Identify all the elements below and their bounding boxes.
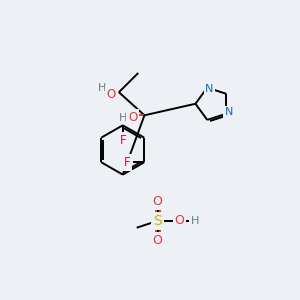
Text: O: O	[153, 233, 163, 247]
Text: S: S	[153, 214, 162, 228]
Text: H: H	[190, 216, 199, 226]
Text: F: F	[119, 134, 126, 147]
Text: O: O	[153, 195, 163, 208]
Text: O: O	[174, 214, 184, 227]
Text: H: H	[118, 112, 127, 123]
Text: O: O	[128, 111, 137, 124]
Text: N: N	[224, 107, 233, 117]
Text: N: N	[206, 84, 214, 94]
Text: H: H	[98, 83, 106, 93]
Text: F: F	[124, 156, 130, 169]
Text: O: O	[106, 88, 116, 101]
